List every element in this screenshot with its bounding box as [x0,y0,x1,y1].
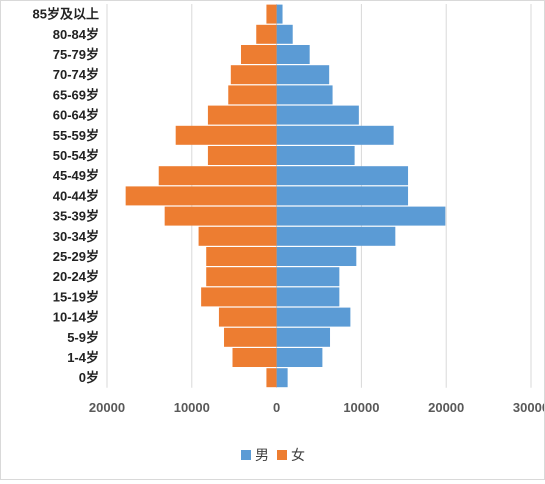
x-tick-label-4: 20000 [428,400,464,415]
bar-female-1 [232,348,277,367]
bar-male-2 [276,327,331,347]
x-tick-label-1: 10000 [174,400,210,415]
bar-male-7 [276,226,396,246]
bar-male-3 [276,307,351,327]
category-label-12: 55-59岁 [53,128,99,143]
bar-female-12 [175,125,277,145]
category-label-2: 5-9岁 [67,330,99,345]
bar-male-14 [276,85,333,105]
bar-female-10 [158,166,277,186]
category-label-9: 40-44岁 [53,188,99,203]
category-label-7: 30-34岁 [53,229,99,244]
bar-female-6 [206,247,277,266]
bar-male-13 [276,105,359,125]
bar-female-18 [266,4,277,24]
bar-male-4 [276,287,340,307]
bar-male-0 [276,368,288,388]
bar-male-9 [276,186,409,206]
bar-female-5 [206,267,277,287]
bar-male-15 [276,65,330,85]
category-label-13: 60-64岁 [53,108,99,123]
bar-male-11 [276,146,355,165]
bar-female-14 [228,85,277,105]
legend-label-male: 男 [255,447,269,463]
legend-swatch-male [241,450,251,460]
category-label-16: 75-79岁 [53,47,99,62]
x-tick-label-3: 10000 [343,400,379,415]
category-label-4: 15-19岁 [53,289,99,304]
category-label-10: 45-49岁 [53,168,99,183]
x-tick-label-0: 20000 [89,400,125,415]
category-label-6: 25-29岁 [53,249,99,264]
bar-male-6 [276,247,357,266]
category-labels: 0岁 1-4岁 5-9岁 10-14岁 15-19岁 20-24岁 25-29岁 30-34岁… [33,7,99,386]
category-label-0: 0岁 [79,370,99,385]
x-axis-tick-labels: 20000 10000 0 10000 20000 30000 [89,400,545,415]
category-label-11: 50-54岁 [53,148,99,163]
bar-male-17 [276,24,293,44]
category-label-5: 20-24岁 [53,269,99,284]
bar-male-18 [276,4,283,24]
category-label-1: 1-4岁 [67,350,99,365]
bars [125,4,446,388]
bar-male-10 [276,166,409,186]
bar-male-5 [276,267,340,287]
bar-female-7 [198,226,277,246]
legend-swatch-female [277,450,287,460]
bar-male-1 [276,348,323,367]
x-tick-label-2: 0 [273,400,280,415]
bar-female-16 [240,45,277,64]
bar-female-0 [266,368,277,388]
category-label-8: 35-39岁 [53,209,99,224]
bar-male-12 [276,125,394,145]
bar-male-16 [276,45,310,64]
bar-female-15 [230,65,277,85]
x-tick-label-5: 30000 [513,400,544,415]
bar-male-8 [276,206,446,226]
legend: 男 女 [241,447,305,463]
bar-female-8 [164,206,277,226]
category-label-15: 70-74岁 [53,67,99,82]
category-label-17: 80-84岁 [53,27,99,42]
category-label-3: 10-14岁 [53,310,99,325]
bar-female-13 [207,105,277,125]
bar-female-11 [207,146,277,165]
category-label-18: 85岁及以上 [33,7,99,22]
bar-female-3 [218,307,277,327]
bar-female-17 [256,24,277,44]
category-label-14: 65-69岁 [53,87,99,102]
legend-label-female: 女 [291,447,305,463]
bar-female-9 [125,186,277,206]
bar-female-2 [224,327,277,347]
bar-female-4 [201,287,277,307]
